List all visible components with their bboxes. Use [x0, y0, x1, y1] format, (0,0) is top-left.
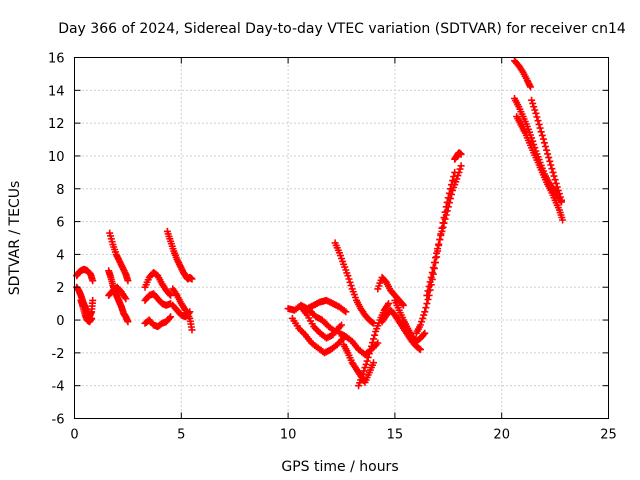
y-tick-label: -6 [52, 413, 65, 428]
y-tick-label: 10 [48, 150, 65, 165]
data-marker-path [141, 313, 175, 331]
series-s21 [374, 273, 407, 309]
y-tick-label: 16 [48, 52, 65, 67]
data-points [73, 57, 567, 390]
x-tick-label: 10 [280, 428, 297, 443]
chart-title: Day 366 of 2024, Sidereal Day-to-day VTE… [58, 21, 626, 37]
series-s10 [163, 227, 196, 283]
data-marker-path [528, 96, 565, 204]
data-marker-path [423, 162, 465, 299]
plot-frame [74, 57, 609, 419]
y-tick-label: 0 [56, 314, 64, 329]
axis-ticks: 0 5 10 15 20 25 -6 -4 -2 0 2 4 6 8 10 12 14 16 [48, 52, 617, 443]
series-s3 [77, 296, 96, 326]
gridlines [74, 57, 609, 419]
series-s25 [423, 162, 465, 299]
series-s27 [511, 57, 534, 91]
y-tick-label: 14 [48, 84, 65, 99]
data-marker-path [105, 283, 130, 303]
data-marker-path [511, 57, 534, 91]
data-marker-path [331, 239, 377, 327]
y-tick-label: 6 [56, 216, 64, 231]
x-tick-label: 0 [70, 428, 78, 443]
series-s12 [169, 301, 194, 321]
y-tick-label: 4 [56, 248, 64, 263]
y-axis-label: SDTVAR / TECUs [7, 181, 23, 296]
data-marker-path [141, 290, 175, 309]
data-marker-path [141, 269, 175, 299]
y-tick-label: 8 [56, 183, 64, 198]
x-tick-label: 5 [177, 428, 185, 443]
y-tick-label: 2 [56, 281, 64, 296]
y-tick-label: -2 [52, 347, 65, 362]
data-marker-path [77, 296, 96, 326]
series-s8 [141, 290, 175, 309]
series-s26 [451, 149, 465, 163]
data-marker-path [374, 273, 407, 309]
series-s18 [340, 341, 377, 386]
data-marker-path [106, 229, 132, 285]
series-s23 [391, 296, 429, 345]
y-tick-label: 12 [48, 117, 65, 132]
y-tick-label: -4 [52, 380, 65, 395]
x-tick-label: 20 [493, 428, 510, 443]
x-tick-label: 15 [387, 428, 404, 443]
series-s1 [73, 265, 97, 285]
data-marker-path [73, 265, 97, 285]
series-s17 [331, 239, 377, 327]
data-marker-path [163, 227, 196, 283]
series-s6 [105, 283, 130, 303]
data-marker-path [284, 296, 350, 316]
data-marker-path [297, 303, 337, 342]
series-s20 [355, 300, 392, 390]
data-marker-path [340, 341, 377, 386]
data-marker-path [306, 306, 345, 335]
series-s30 [528, 96, 565, 204]
data-marker-path [451, 149, 465, 163]
data-marker-path [355, 300, 392, 390]
series-s16 [306, 306, 345, 335]
x-tick-label: 25 [600, 428, 617, 443]
data-marker-path [288, 314, 348, 357]
series-s13 [284, 296, 350, 316]
series-s15 [297, 303, 337, 342]
series-s29 [513, 113, 567, 224]
series-s4 [106, 229, 132, 285]
data-marker-path [391, 296, 429, 345]
data-marker-path [513, 113, 567, 224]
series-s9 [141, 313, 175, 331]
data-marker-path [169, 301, 194, 321]
series-s14 [288, 314, 348, 357]
series-s7 [141, 269, 175, 299]
x-axis-label: GPS time / hours [281, 459, 398, 475]
